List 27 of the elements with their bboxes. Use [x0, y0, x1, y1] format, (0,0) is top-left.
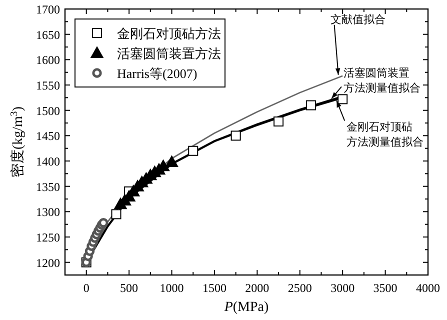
- y-tick-label: 1350: [36, 180, 60, 194]
- legend-label: 金刚石对顶砧方法: [117, 26, 221, 41]
- annotation: 金刚石对顶砧方法测量值拟合: [346, 120, 424, 149]
- x-tick-label: 0: [83, 281, 90, 295]
- x-tick-label: 1500: [202, 281, 226, 295]
- y-tick-label: 1400: [36, 154, 60, 168]
- y-tick-label: 1600: [36, 53, 60, 68]
- y-tick-label: 1500: [36, 104, 60, 118]
- x-axis-title: P(MPa): [223, 300, 269, 315]
- annotation: 文献值拟合: [330, 12, 386, 26]
- y-tick-label: 1700: [36, 2, 60, 16]
- x-tick-label: 2500: [288, 281, 312, 295]
- y-tick-label: 1250: [36, 230, 60, 244]
- x-tick-label: 500: [120, 281, 138, 295]
- y-tick-label: 1450: [36, 129, 60, 144]
- x-tick-label: 3000: [330, 281, 355, 295]
- x-tick-label: 2000: [245, 281, 270, 295]
- x-tick-label: 1000: [160, 281, 184, 295]
- x-tick-label: 4000: [416, 281, 440, 295]
- annotation: 活塞圆筒装置方法测量值拟合: [343, 66, 420, 95]
- x-tick-label: 3500: [373, 281, 398, 295]
- y-tick-label: 1650: [36, 28, 60, 42]
- y-tick-label: 1300: [36, 205, 60, 220]
- legend-label: 活塞圆筒装置方法: [117, 46, 221, 61]
- y-tick-label: 1550: [36, 78, 60, 92]
- y-tick-label: 1200: [36, 256, 60, 270]
- legend-label: Harris等(2007): [117, 66, 198, 81]
